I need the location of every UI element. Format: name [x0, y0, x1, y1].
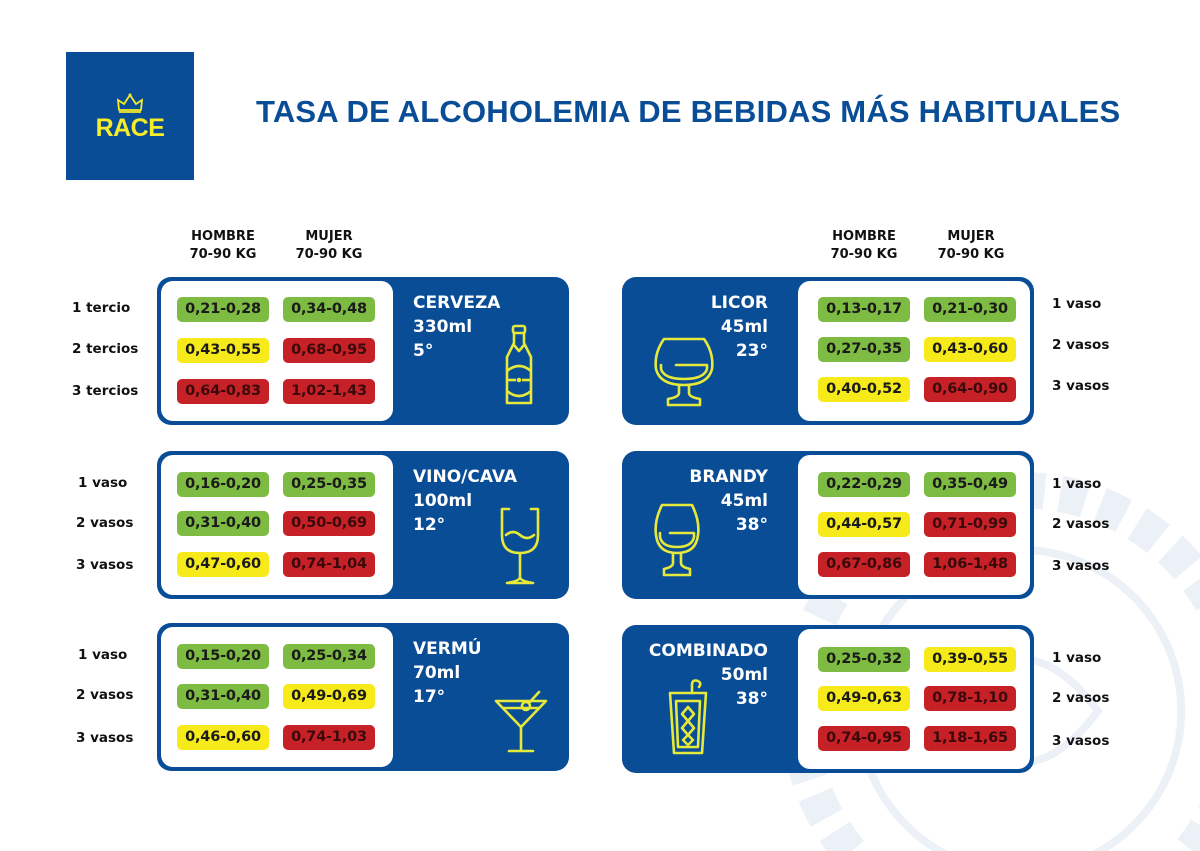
value-pill: 0,25-0,34 — [283, 644, 375, 669]
drink-volume: 45ml — [720, 491, 768, 511]
value-pill: 0,35-0,49 — [924, 472, 1016, 497]
value-pill: 0,34-0,48 — [283, 297, 375, 322]
value-pill: 0,13-0,17 — [818, 297, 910, 322]
value-pill: 0,25-0,32 — [818, 647, 910, 672]
value-pill: 0,49-0,69 — [283, 684, 375, 709]
value-pill: 0,74-1,04 — [283, 552, 375, 577]
drink-name: VINO/CAVA — [413, 467, 518, 487]
value-pill: 0,74-1,03 — [283, 725, 375, 750]
value-pill: 0,39-0,55 — [924, 647, 1016, 672]
snifter-glass-icon — [652, 335, 716, 409]
drink-info: BRANDY 45ml 38° — [689, 465, 768, 537]
drink-name: CERVEZA — [413, 293, 501, 313]
column-header-hombre-right: HOMBRE 70-90 KG — [830, 229, 898, 262]
drink-volume: 330ml — [413, 317, 473, 337]
drink-card-vino-cava: 0,16-0,20 0,25-0,35 0,31-0,40 0,50-0,69 … — [157, 451, 569, 599]
row-label: 3 vasos — [1052, 378, 1110, 394]
drink-degree: 38° — [735, 689, 768, 709]
value-pill: 0,21-0,30 — [924, 297, 1016, 322]
value-pill: 0,43-0,60 — [924, 337, 1016, 362]
page-title: TASA DE ALCOHOLEMIA DE BEBIDAS MÁS HABIT… — [256, 94, 1121, 129]
value-pill: 1,02-1,43 — [283, 379, 375, 404]
value-pill: 0,46-0,60 — [177, 725, 269, 750]
value-pill: 0,31-0,40 — [177, 684, 269, 709]
row-label: 3 vasos — [76, 557, 134, 573]
drink-info: COMBINADO 50ml 38° — [649, 639, 768, 711]
row-label: 3 vasos — [76, 730, 134, 746]
row-label: 2 tercios — [72, 341, 139, 357]
row-label: 1 vaso — [1052, 650, 1102, 666]
drink-card-combinado: 0,25-0,32 0,39-0,55 0,49-0,63 0,78-1,10 … — [622, 625, 1034, 773]
crown-icon — [116, 92, 144, 113]
row-label: 2 vasos — [76, 515, 134, 531]
drink-card-brandy: 0,22-0,29 0,35-0,49 0,44-0,57 0,71-0,99 … — [622, 451, 1034, 599]
row-label: 1 vaso — [78, 475, 128, 491]
drink-name: BRANDY — [689, 467, 768, 487]
value-pill: 0,25-0,35 — [283, 472, 375, 497]
value-pill: 0,78-1,10 — [924, 686, 1016, 711]
drink-name: VERMÚ — [413, 639, 482, 659]
value-pill: 0,49-0,63 — [818, 686, 910, 711]
drink-degree: 5° — [413, 341, 434, 361]
value-pill: 0,21-0,28 — [177, 297, 269, 322]
row-label: 3 vasos — [1052, 558, 1110, 574]
row-label: 2 vasos — [1052, 690, 1110, 706]
drink-card-vermu: 0,15-0,20 0,25-0,34 0,31-0,40 0,49-0,69 … — [157, 623, 569, 771]
value-pill: 0,27-0,35 — [818, 337, 910, 362]
value-pill: 0,68-0,95 — [283, 338, 375, 363]
value-pill: 0,67-0,86 — [818, 552, 910, 577]
value-pill: 0,47-0,60 — [177, 552, 269, 577]
drink-degree: 12° — [413, 515, 446, 535]
row-label: 1 tercio — [72, 300, 131, 316]
value-pill: 0,64-0,90 — [924, 377, 1016, 402]
value-pill: 0,74-0,95 — [818, 726, 910, 751]
highball-glass-icon — [666, 677, 710, 757]
value-pill: 0,64-0,83 — [177, 379, 269, 404]
row-label: 1 vaso — [1052, 476, 1102, 492]
row-label: 3 tercios — [72, 383, 139, 399]
drink-degree: 23° — [735, 341, 768, 361]
row-label: 1 vaso — [78, 647, 128, 663]
row-label: 2 vasos — [76, 687, 134, 703]
drink-info: LICOR 45ml 23° — [711, 291, 768, 363]
drink-degree: 17° — [413, 687, 446, 707]
drink-volume: 50ml — [720, 665, 768, 685]
drink-info: VERMÚ 70ml 17° — [413, 637, 482, 709]
drink-volume: 100ml — [413, 491, 473, 511]
row-label: 1 vaso — [1052, 296, 1102, 312]
value-pill: 0,22-0,29 — [818, 472, 910, 497]
row-label: 2 vasos — [1052, 516, 1110, 532]
brandy-glass-icon — [652, 501, 702, 579]
value-pill: 0,43-0,55 — [177, 338, 269, 363]
value-pill: 0,31-0,40 — [177, 511, 269, 536]
drink-volume: 45ml — [720, 317, 768, 337]
drink-name: COMBINADO — [648, 641, 768, 661]
value-pill: 0,44-0,57 — [818, 512, 910, 537]
value-pill: 0,71-0,99 — [924, 512, 1016, 537]
row-label: 2 vasos — [1052, 337, 1110, 353]
column-header-mujer-right: MUJER 70-90 KG — [937, 229, 1005, 262]
value-pill: 0,50-0,69 — [283, 511, 375, 536]
martini-glass-icon — [493, 689, 549, 755]
value-pill: 1,06-1,48 — [924, 552, 1016, 577]
value-pill: 0,15-0,20 — [177, 644, 269, 669]
value-pill: 0,16-0,20 — [177, 472, 269, 497]
beer-bottle-icon — [501, 323, 537, 407]
drink-degree: 38° — [735, 515, 768, 535]
column-header-mujer-left: MUJER 70-90 KG — [295, 229, 363, 262]
value-pill: 0,40-0,52 — [818, 377, 910, 402]
wine-glass-icon — [497, 505, 543, 589]
logo-text: RACE — [95, 113, 165, 142]
drink-name: LICOR — [710, 293, 768, 313]
drink-card-cerveza: 0,21-0,28 0,34-0,48 0,43-0,55 0,68-0,95 … — [157, 277, 569, 425]
row-label: 3 vasos — [1052, 733, 1110, 749]
column-header-hombre-left: HOMBRE 70-90 KG — [189, 229, 257, 262]
race-logo: RACE — [66, 52, 194, 180]
drink-card-licor: 0,13-0,17 0,21-0,30 0,27-0,35 0,43-0,60 … — [622, 277, 1034, 425]
value-pill: 1,18-1,65 — [924, 726, 1016, 751]
drink-info: VINO/CAVA 100ml 12° — [413, 465, 517, 537]
drink-info: CERVEZA 330ml 5° — [413, 291, 500, 363]
drink-volume: 70ml — [413, 663, 461, 683]
